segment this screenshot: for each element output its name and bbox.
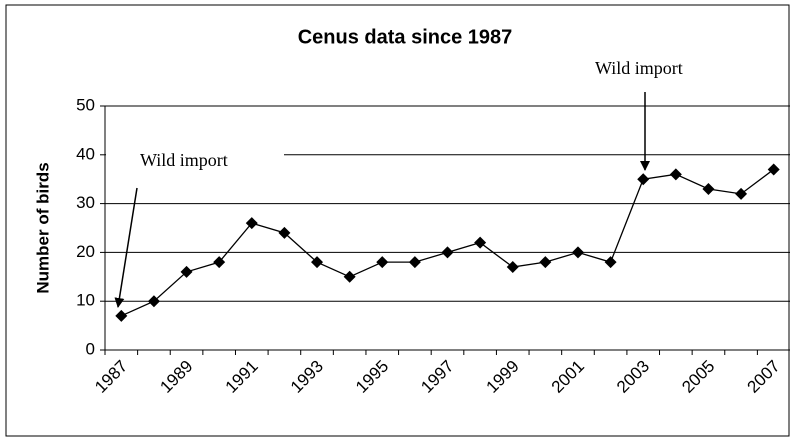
marker (539, 256, 552, 269)
marker (213, 256, 226, 269)
marker (767, 163, 780, 176)
marker (506, 261, 519, 274)
chart-frame (5, 4, 790, 437)
y-tick-label: 10 (76, 291, 95, 310)
annotation: Wild import (140, 150, 228, 170)
marker (637, 173, 650, 186)
y-axis-label: Number of birds (33, 162, 52, 293)
marker (441, 246, 454, 259)
y-tick-label: 0 (86, 339, 95, 358)
marker (147, 295, 160, 308)
marker (735, 187, 748, 200)
marker (180, 265, 193, 278)
y-tick-label: 40 (76, 144, 95, 163)
annotation: Wild import (595, 58, 683, 78)
y-tick-label: 30 (76, 193, 95, 212)
marker (669, 168, 682, 181)
annotation-arrow (114, 187, 138, 308)
marker (245, 217, 258, 230)
marker (278, 226, 291, 239)
marker (115, 309, 128, 322)
marker (702, 182, 715, 195)
chart-title: Cenus data since 1987 (298, 26, 513, 48)
y-tick-label: 20 (76, 242, 95, 261)
y-tick-label: 50 (76, 95, 95, 114)
marker (408, 256, 421, 269)
marker (604, 256, 617, 269)
marker (474, 236, 487, 249)
marker (311, 256, 324, 269)
marker (376, 256, 389, 269)
marker (571, 246, 584, 259)
annotation-box (106, 148, 284, 178)
marker (343, 270, 356, 283)
